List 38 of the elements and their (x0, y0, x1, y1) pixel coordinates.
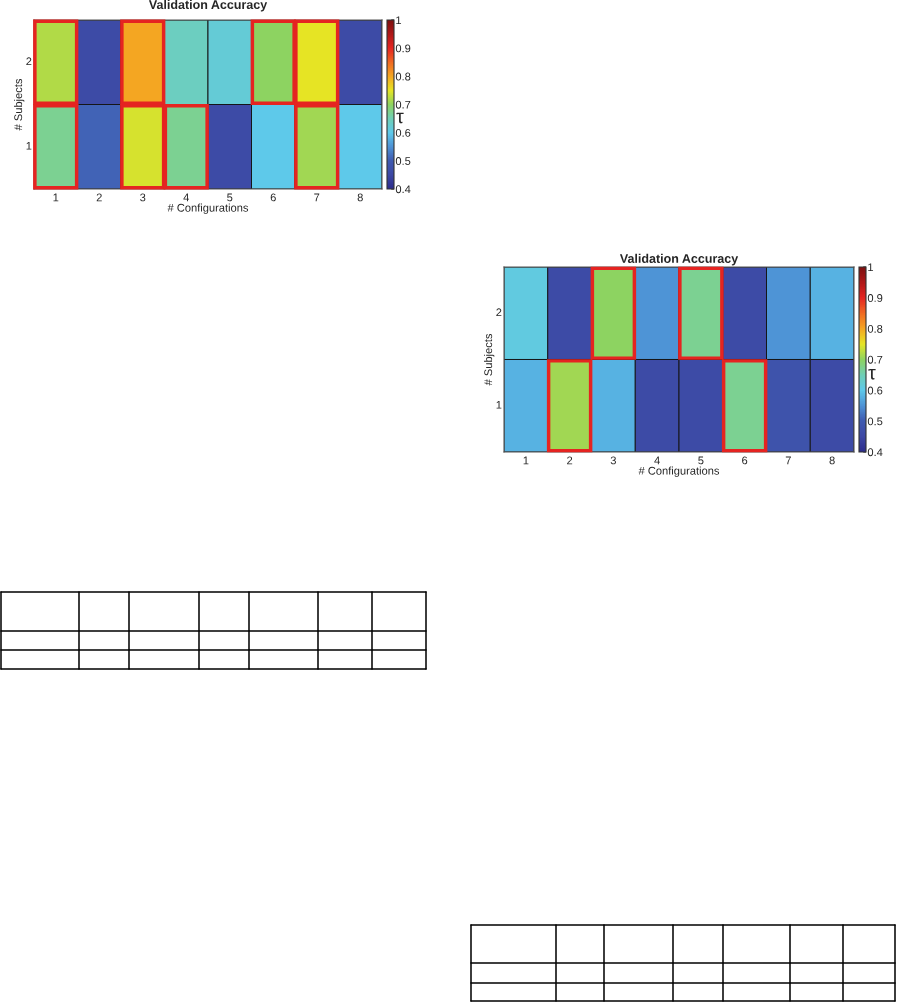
x-tick-label: 6 (270, 193, 276, 202)
x-tick-label: 1 (523, 456, 529, 465)
x-tick-label: 2 (567, 456, 573, 465)
x-tick-label: 7 (314, 193, 320, 202)
color-bar-label: 0.8 (395, 72, 411, 81)
x-tick-label: 4 (183, 193, 190, 202)
color-bar-label: 0.6 (867, 386, 883, 395)
x-tick-label: 3 (610, 456, 616, 465)
x-axis-title: # Configurations (638, 466, 720, 477)
chart-title: Validation Accuracy (619, 253, 739, 266)
x-tick-label: 1 (53, 193, 59, 202)
x-tick-label: 5 (227, 193, 233, 202)
color-bar-label: 0.4 (867, 448, 883, 457)
x-tick-label: 4 (654, 456, 660, 465)
color-bar-label: 0.6 (395, 128, 411, 137)
color-bar-label: 1 (396, 16, 402, 25)
x-axis-title: # Configurations (167, 203, 249, 214)
color-bar-label: 0.7 (395, 100, 411, 109)
x-tick-label: 3 (140, 193, 146, 202)
color-bar-title: τ (396, 112, 404, 124)
y-axis-title: # Subjects (483, 333, 495, 386)
color-bar-label: 0.5 (867, 417, 883, 426)
x-tick-label: 8 (829, 456, 835, 465)
color-bar-label: 0.9 (867, 294, 883, 302)
chart-title: Validation Accuracy (148, 0, 268, 12)
color-bar-title: τ (868, 369, 876, 380)
color-bar-label: 0.5 (395, 157, 411, 165)
color-bar-label: 1 (868, 263, 874, 272)
color-bar-label: 0.8 (867, 324, 883, 333)
x-tick-label: 8 (357, 193, 363, 202)
x-tick-label: 5 (698, 456, 704, 465)
x-tick-label: 2 (96, 193, 102, 202)
color-bar-label: 0.9 (395, 44, 411, 53)
color-bar-label: 0.4 (395, 185, 411, 194)
color-bar-label: 0.7 (867, 355, 883, 364)
x-tick-label: 6 (742, 456, 748, 465)
y-axis-title: # Subjects (13, 78, 25, 131)
x-tick-label: 7 (785, 456, 791, 465)
